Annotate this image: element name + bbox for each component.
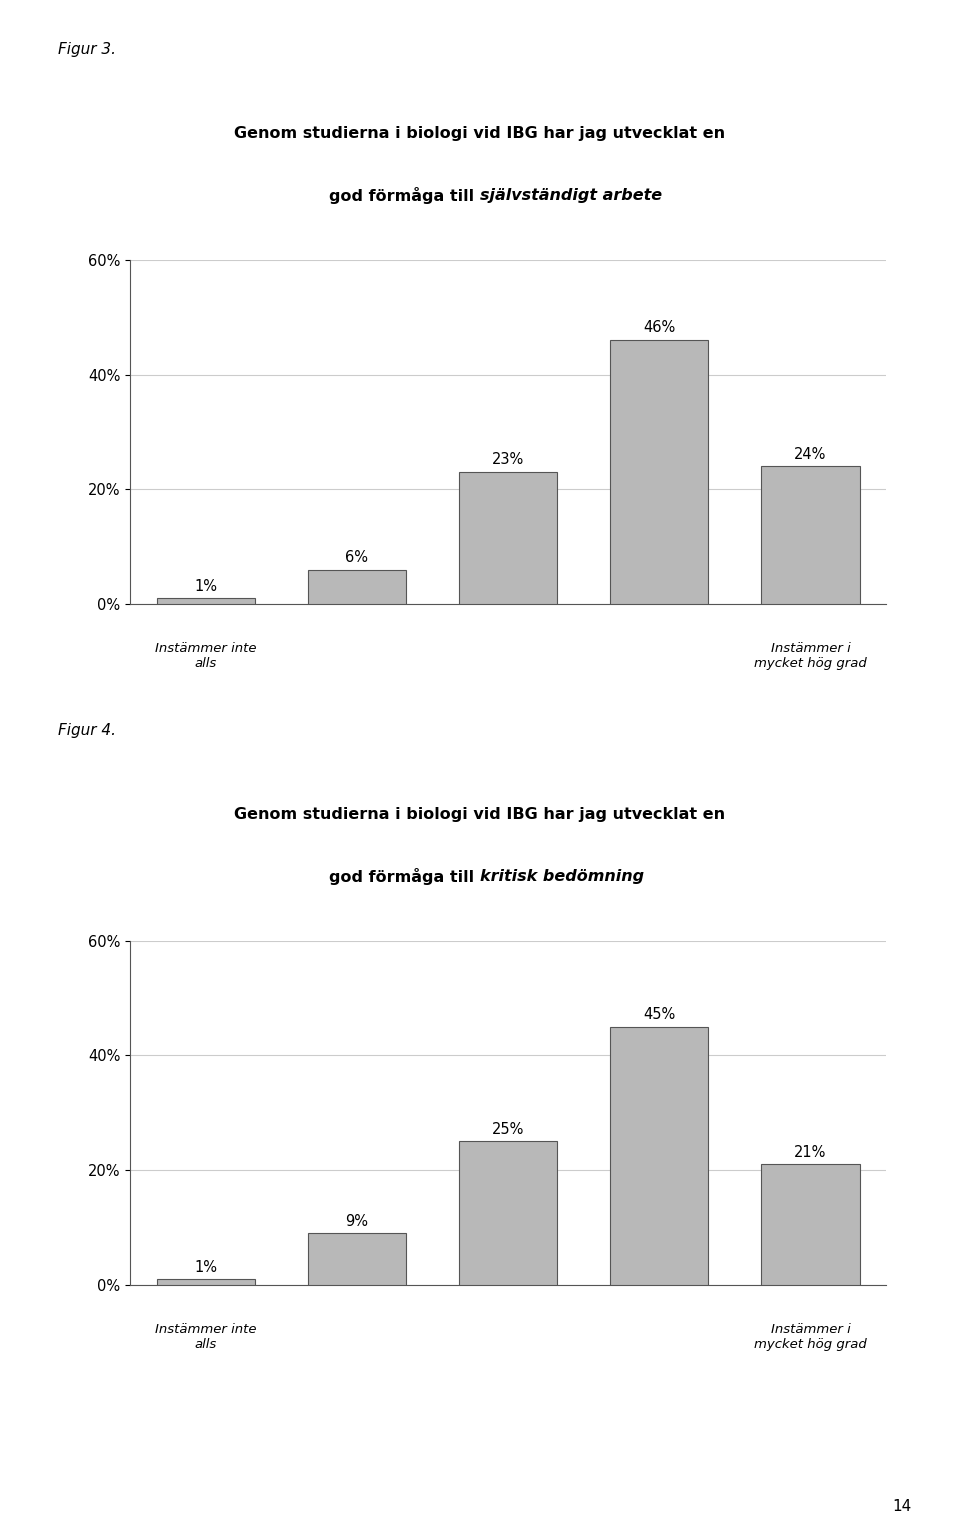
Bar: [308, 1233, 406, 1285]
Text: 23%: 23%: [492, 452, 524, 467]
Text: Instämmer i
mycket hög grad: Instämmer i mycket hög grad: [755, 1323, 867, 1351]
Text: Genom studierna i biologi vid IBG har jag utvecklat en: Genom studierna i biologi vid IBG har ja…: [234, 807, 726, 822]
Bar: [156, 1279, 254, 1285]
Bar: [459, 1142, 557, 1285]
Bar: [611, 1027, 708, 1285]
Text: Instämmer inte
alls: Instämmer inte alls: [155, 1323, 256, 1351]
Text: god förmåga till: god förmåga till: [329, 186, 480, 204]
Text: Instämmer inte
alls: Instämmer inte alls: [155, 642, 256, 670]
Text: 24%: 24%: [794, 447, 827, 461]
FancyBboxPatch shape: [39, 744, 921, 1371]
Bar: [308, 570, 406, 604]
Text: Figur 3.: Figur 3.: [58, 41, 115, 57]
Text: 1%: 1%: [194, 579, 217, 593]
Text: 25%: 25%: [492, 1122, 524, 1137]
Bar: [611, 340, 708, 604]
FancyBboxPatch shape: [39, 63, 921, 690]
Bar: [761, 466, 859, 604]
Text: 9%: 9%: [346, 1214, 369, 1228]
Text: 46%: 46%: [643, 321, 676, 335]
Text: självständigt arbete: självständigt arbete: [480, 188, 662, 203]
Text: 21%: 21%: [794, 1145, 827, 1160]
Bar: [156, 598, 254, 604]
Text: Instämmer i
mycket hög grad: Instämmer i mycket hög grad: [755, 642, 867, 670]
Text: Genom studierna i biologi vid IBG har jag utvecklat en: Genom studierna i biologi vid IBG har ja…: [234, 126, 726, 141]
Bar: [761, 1165, 859, 1285]
Bar: [459, 472, 557, 604]
Text: god förmåga till: god förmåga till: [329, 867, 480, 885]
Text: 14: 14: [893, 1499, 912, 1514]
Text: kritisk bedömning: kritisk bedömning: [480, 868, 644, 884]
Text: Figur 4.: Figur 4.: [58, 722, 115, 738]
Text: 6%: 6%: [346, 550, 369, 566]
Text: 45%: 45%: [643, 1007, 676, 1022]
Text: 1%: 1%: [194, 1260, 217, 1274]
